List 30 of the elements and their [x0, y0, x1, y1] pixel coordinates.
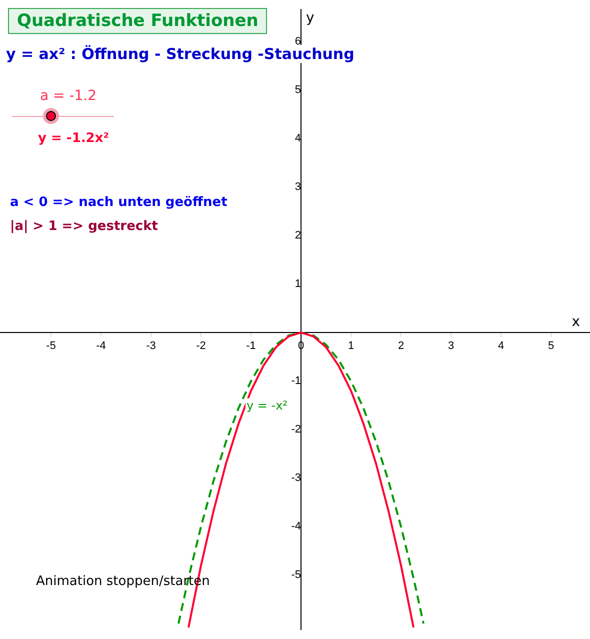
y-tick-label: 3	[294, 181, 301, 194]
y-tick-label: 5	[294, 84, 301, 96]
x-tick-label: 5	[548, 340, 554, 352]
y-tick-label: -5	[291, 569, 301, 582]
series-label: y = -x²	[246, 398, 288, 412]
annotation: |a| > 1 => gestreckt	[10, 219, 158, 234]
y-tick-label: 6	[294, 36, 301, 48]
y-tick-label: -3	[291, 472, 301, 484]
x-tick-label: -2	[196, 340, 206, 352]
y-tick-label: 2	[294, 230, 301, 242]
x-tick-label: -3	[146, 340, 156, 352]
x-axis-title: x	[572, 314, 580, 330]
annotation: a = -1.2	[40, 88, 97, 104]
x-tick-label: -1	[246, 340, 256, 352]
x-tick-label: 3	[448, 340, 454, 352]
chart-title: Quadratische Funktionen	[8, 8, 268, 34]
x-tick-label: 2	[398, 340, 404, 352]
y-tick-label: 4	[294, 132, 301, 145]
x-tick-label: -5	[46, 340, 56, 352]
y-tick-label: -2	[291, 424, 301, 436]
annotation: a < 0 => nach unten geöffnet	[10, 195, 228, 210]
y-tick-label: -1	[291, 375, 301, 388]
x-tick-label: -4	[96, 340, 106, 352]
text: y = -1.2x²	[38, 131, 109, 146]
x-tick-label: 1	[348, 340, 354, 352]
text: y = ax² : Öffnung - Streckung -Stauchung	[6, 45, 354, 63]
y-tick-label: 1	[294, 278, 301, 290]
y-tick-label: -4	[291, 520, 301, 533]
x-tick-label: 4	[498, 340, 504, 352]
y-axis-title: y	[306, 10, 314, 26]
